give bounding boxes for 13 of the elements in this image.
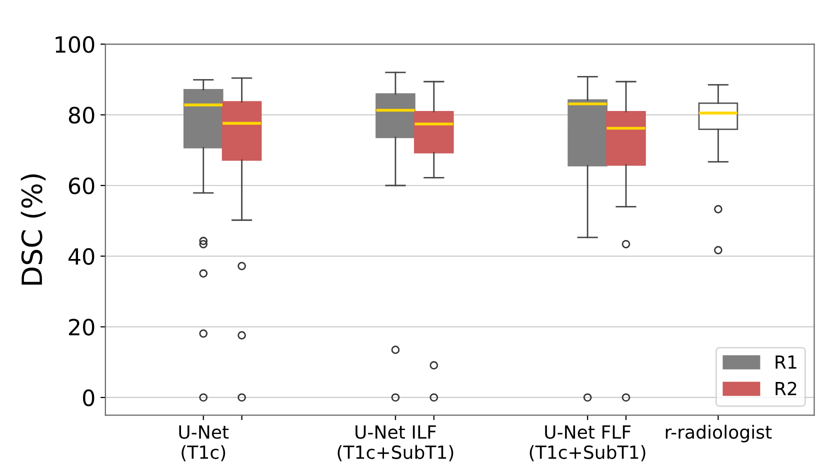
legend-label: R1 bbox=[776, 355, 796, 369]
legend-label: R2 bbox=[776, 382, 796, 396]
x-tick-label: U-Net (T1c) bbox=[179, 425, 229, 462]
x-tick-label: U-Net ILF (T1c+SubT1) bbox=[338, 425, 454, 462]
y-tick-label: 20 bbox=[69, 318, 94, 336]
x-tick-label: r-radiologist bbox=[666, 424, 772, 442]
y-tick-label: 100 bbox=[56, 36, 94, 53]
y-tick-label: 60 bbox=[68, 177, 94, 194]
y-tick-label: 0 bbox=[83, 389, 94, 406]
y-axis-title: DSC (%) bbox=[20, 174, 46, 285]
x-tick-label: U-Net FLF (T1c+SubT1) bbox=[530, 425, 646, 462]
y-tick-label: 80 bbox=[68, 106, 94, 124]
y-tick-label: 40 bbox=[68, 248, 94, 265]
